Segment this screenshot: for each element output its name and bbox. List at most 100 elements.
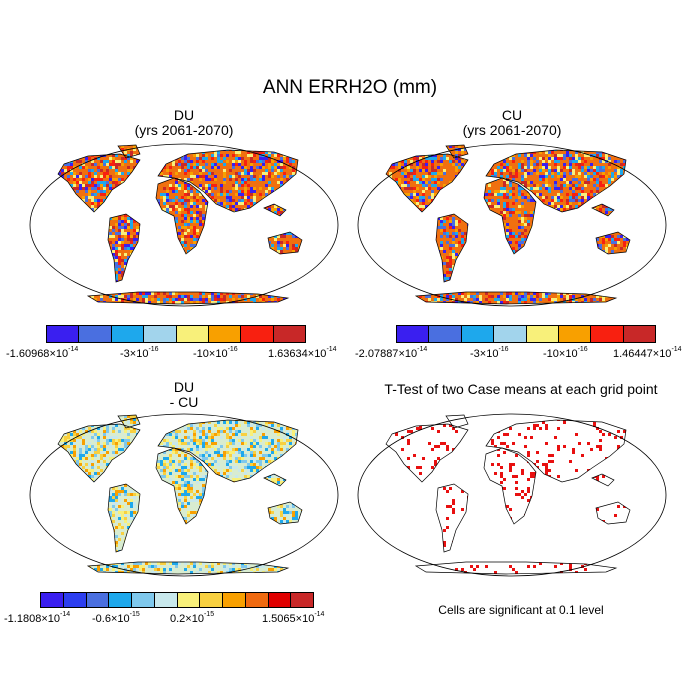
map-border <box>357 143 667 307</box>
figure-title: ANN ERRH2O (mm) <box>262 77 438 98</box>
du-colorbar-swatch <box>273 326 305 342</box>
diff-map <box>28 412 340 578</box>
diff-colorbar-swatch <box>132 593 155 607</box>
land-field <box>386 415 630 574</box>
diff-colorbar-swatch <box>109 593 132 607</box>
coastline <box>263 203 287 217</box>
diff-colorbar <box>40 592 314 608</box>
du-colorbar-swatch <box>241 326 274 342</box>
du-tick-label: 1.63634×10-14 <box>268 346 337 360</box>
coastline <box>591 473 615 487</box>
du-colorbar-swatch <box>47 326 80 342</box>
diff-colorbar-swatch <box>177 593 201 607</box>
coastline <box>445 144 469 159</box>
cu-subtitle: (yrs 2061-2070) <box>462 122 562 138</box>
coastline <box>385 153 469 213</box>
diff-tick-label: -0.6×10-15 <box>92 611 140 625</box>
coastline <box>107 213 141 283</box>
coastline <box>385 423 469 483</box>
coastline <box>117 144 141 159</box>
du-colorbar-swatch <box>144 326 177 342</box>
significance-note: Cells are significant at 0.1 level <box>438 603 604 617</box>
coastline <box>157 419 299 483</box>
du-colorbar-swatch <box>208 326 242 342</box>
cu-colorbar-swatch <box>526 326 559 342</box>
du-title: DU <box>173 107 195 123</box>
cu-tick-label: 1.46447×10-14 <box>613 346 682 360</box>
ttest-title: T-Test of two Case means at each grid po… <box>384 381 658 397</box>
cu-colorbar-swatch <box>558 326 592 342</box>
cu-title: CU <box>501 107 523 123</box>
du-map <box>28 142 340 308</box>
cu-colorbar-swatch <box>494 326 527 342</box>
coastline <box>117 414 141 429</box>
coastline <box>263 473 287 487</box>
cu-colorbar <box>396 325 656 343</box>
map-border <box>357 413 667 577</box>
du-subtitle: (yrs 2061-2070) <box>134 122 234 138</box>
coastline <box>86 561 290 575</box>
coastline <box>414 291 618 305</box>
cu-panel-title: CU (yrs 2061-2070) <box>356 108 668 138</box>
du-panel-title: DU (yrs 2061-2070) <box>28 108 340 138</box>
coastline <box>485 419 627 483</box>
cu-map <box>356 142 668 308</box>
coastline <box>107 483 141 553</box>
coastline <box>435 213 469 283</box>
du-colorbar-swatch <box>176 326 209 342</box>
diff-colorbar-swatch <box>268 593 292 607</box>
diff-tick-label: -1.1808×10-14 <box>4 611 71 625</box>
cu-colorbar-swatch <box>591 326 624 342</box>
du-tick-label: -1.60968×10-14 <box>6 346 79 360</box>
diff-colorbar-swatch <box>86 593 110 607</box>
cu-tick-label: -2.07887×10-14 <box>355 346 428 360</box>
du-colorbar <box>46 325 306 343</box>
coastline <box>414 561 618 575</box>
coastline <box>267 231 303 255</box>
du-tick-label: -3×10-16 <box>120 346 159 360</box>
cu-tick-label: -3×10-16 <box>470 346 509 360</box>
diff-colorbar-swatch <box>291 593 313 607</box>
land-field <box>58 145 302 304</box>
coastline <box>595 231 631 255</box>
cu-colorbar-swatch <box>429 326 462 342</box>
coastline <box>485 149 627 213</box>
ttest-map <box>356 412 668 578</box>
cu-colorbar-swatch <box>461 326 495 342</box>
diff-panel-title: DU - CU <box>28 380 340 410</box>
coastline <box>157 149 299 213</box>
ttest-panel-title: T-Test of two Case means at each grid po… <box>356 382 686 397</box>
coastline <box>267 501 303 525</box>
du-tick-label: -10×10-16 <box>193 346 238 360</box>
diff-tick-label: 1.5065×10-14 <box>262 611 325 625</box>
diff-colorbar-swatch <box>223 593 246 607</box>
coastline <box>155 177 209 255</box>
diff-colorbar-swatch <box>41 593 64 607</box>
coastline <box>483 177 537 255</box>
diff-colorbar-swatch <box>200 593 223 607</box>
diff-colorbar-swatch <box>63 593 87 607</box>
coastline <box>483 447 537 525</box>
land-field <box>58 415 302 574</box>
cu-colorbar-swatch <box>623 326 655 342</box>
cu-tick-label: -10×10-16 <box>543 346 588 360</box>
diff-title: DU <box>173 379 195 395</box>
coastline <box>57 153 141 213</box>
map-border <box>29 413 339 577</box>
cu-colorbar-swatch <box>397 326 430 342</box>
coastline <box>57 423 141 483</box>
coastline <box>86 291 290 305</box>
diff-subtitle: - CU <box>169 394 199 410</box>
diff-colorbar-swatch <box>154 593 178 607</box>
diff-colorbar-swatch <box>245 593 269 607</box>
map-border <box>29 143 339 307</box>
coastline <box>595 501 631 525</box>
diff-tick-label: 0.2×10-15 <box>170 611 215 625</box>
du-colorbar-swatch <box>111 326 145 342</box>
coastline <box>435 483 469 553</box>
land-field <box>386 145 630 304</box>
du-colorbar-swatch <box>79 326 112 342</box>
coastline <box>445 414 469 429</box>
coastline <box>155 447 209 525</box>
coastline <box>591 203 615 217</box>
